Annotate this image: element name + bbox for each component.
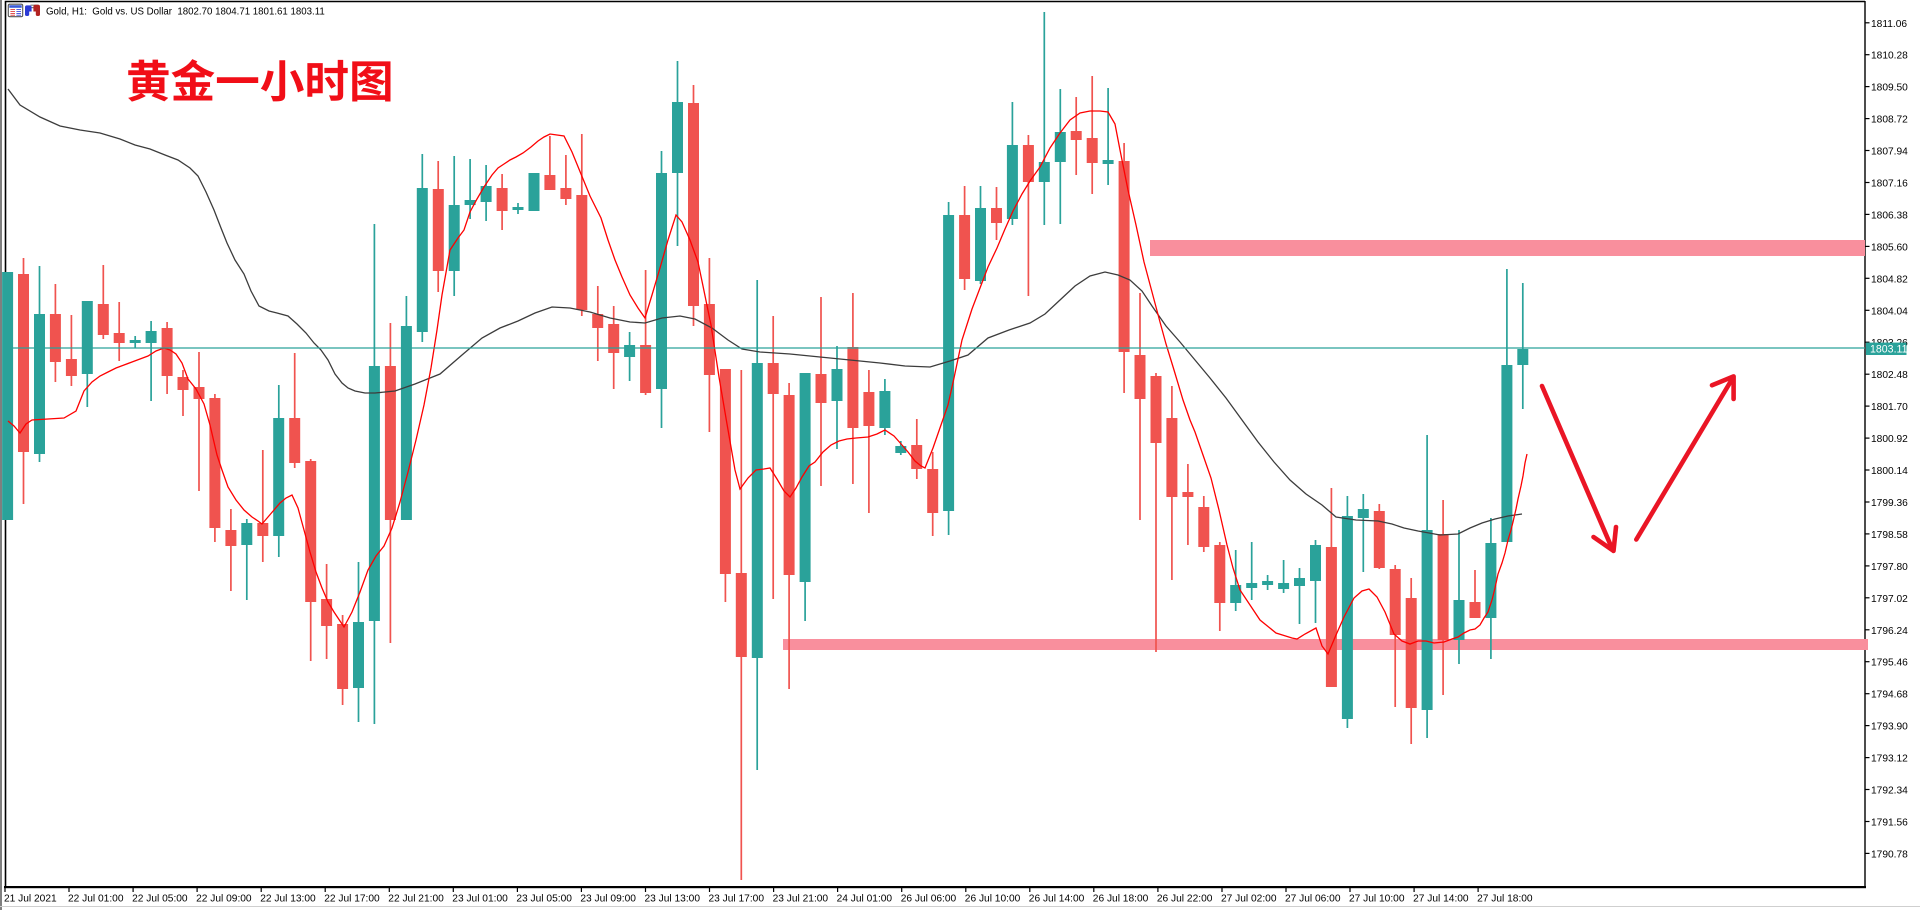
svg-text:1795.46: 1795.46 <box>1871 658 1908 669</box>
svg-text:1799.36: 1799.36 <box>1871 498 1908 509</box>
svg-text:1794.68: 1794.68 <box>1871 690 1908 701</box>
svg-text:22 Jul 09:00: 22 Jul 09:00 <box>196 894 252 905</box>
svg-text:1808.72: 1808.72 <box>1871 115 1908 126</box>
svg-text:1811.06: 1811.06 <box>1871 19 1907 30</box>
svg-text:1790.78: 1790.78 <box>1871 849 1908 860</box>
svg-text:1792.34: 1792.34 <box>1871 786 1908 797</box>
svg-text:22 Jul 01:00: 22 Jul 01:00 <box>68 894 124 905</box>
svg-text:23 Jul 01:00: 23 Jul 01:00 <box>452 894 508 905</box>
svg-text:26 Jul 06:00: 26 Jul 06:00 <box>901 894 957 905</box>
svg-text:1804.82: 1804.82 <box>1871 274 1908 285</box>
svg-text:1805.60: 1805.60 <box>1871 242 1908 253</box>
svg-text:27 Jul 06:00: 27 Jul 06:00 <box>1285 894 1341 905</box>
svg-text:Gold, H1: Gold vs. US Dollar: Gold, H1: Gold vs. US Dollar 1802.70 180… <box>46 7 325 18</box>
svg-text:1806.38: 1806.38 <box>1871 210 1908 221</box>
svg-text:24 Jul 01:00: 24 Jul 01:00 <box>837 894 893 905</box>
svg-text:1809.50: 1809.50 <box>1871 83 1908 94</box>
svg-text:22 Jul 21:00: 22 Jul 21:00 <box>388 894 444 905</box>
svg-text:1802.48: 1802.48 <box>1871 370 1908 381</box>
svg-text:27 Jul 10:00: 27 Jul 10:00 <box>1349 894 1405 905</box>
svg-text:1803.11: 1803.11 <box>1870 344 1908 356</box>
svg-text:22 Jul 05:00: 22 Jul 05:00 <box>132 894 188 905</box>
svg-text:1797.80: 1797.80 <box>1871 562 1908 573</box>
svg-text:27 Jul 14:00: 27 Jul 14:00 <box>1413 894 1469 905</box>
svg-text:23 Jul 21:00: 23 Jul 21:00 <box>773 894 829 905</box>
svg-text:23 Jul 09:00: 23 Jul 09:00 <box>580 894 636 905</box>
svg-text:1797.02: 1797.02 <box>1871 594 1908 605</box>
svg-text:23 Jul 17:00: 23 Jul 17:00 <box>709 894 765 905</box>
svg-text:1791.56: 1791.56 <box>1871 818 1908 829</box>
svg-text:27 Jul 02:00: 27 Jul 02:00 <box>1221 894 1277 905</box>
svg-text:1798.58: 1798.58 <box>1871 530 1908 541</box>
svg-text:1804.04: 1804.04 <box>1871 306 1908 317</box>
svg-text:26 Jul 18:00: 26 Jul 18:00 <box>1093 894 1149 905</box>
svg-text:1793.12: 1793.12 <box>1871 754 1908 765</box>
svg-text:23 Jul 05:00: 23 Jul 05:00 <box>516 894 572 905</box>
svg-text:1810.28: 1810.28 <box>1871 51 1908 62</box>
svg-text:23 Jul 13:00: 23 Jul 13:00 <box>645 894 701 905</box>
svg-text:22 Jul 13:00: 22 Jul 13:00 <box>260 894 316 905</box>
svg-text:1807.16: 1807.16 <box>1871 179 1908 190</box>
svg-text:1793.90: 1793.90 <box>1871 722 1908 733</box>
svg-text:1800.92: 1800.92 <box>1871 434 1908 445</box>
svg-text:1801.70: 1801.70 <box>1871 402 1908 413</box>
svg-text:26 Jul 22:00: 26 Jul 22:00 <box>1157 894 1213 905</box>
svg-text:21 Jul 2021: 21 Jul 2021 <box>4 894 57 905</box>
svg-text:27 Jul 18:00: 27 Jul 18:00 <box>1477 894 1533 905</box>
svg-text:22 Jul 17:00: 22 Jul 17:00 <box>324 894 380 905</box>
svg-text:1796.24: 1796.24 <box>1871 626 1908 637</box>
svg-text:26 Jul 14:00: 26 Jul 14:00 <box>1029 894 1085 905</box>
svg-text:26 Jul 10:00: 26 Jul 10:00 <box>965 894 1021 905</box>
svg-text:1800.14: 1800.14 <box>1871 466 1908 477</box>
svg-text:1807.94: 1807.94 <box>1871 147 1908 158</box>
